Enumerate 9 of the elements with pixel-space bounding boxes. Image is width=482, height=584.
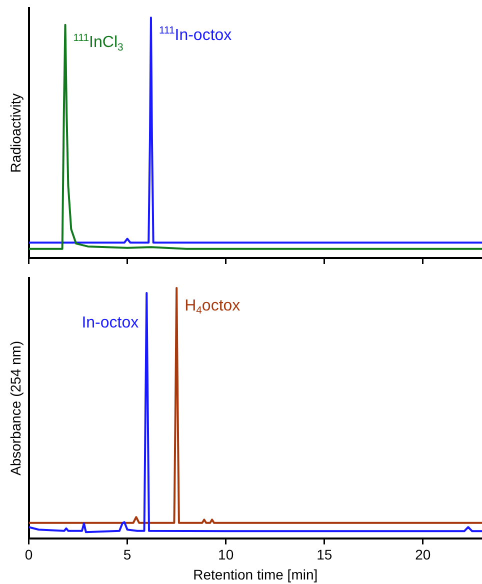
x-tick-label: 0 xyxy=(24,546,33,563)
annotation: In-octox xyxy=(82,314,139,332)
x-axis-title: Retention time [min] xyxy=(193,566,318,582)
x-tick-label: 20 xyxy=(415,546,431,563)
y-axis-title: Absorbance (254 nm) xyxy=(7,340,24,476)
x-tick-label: 10 xyxy=(218,546,234,563)
x-tick-label: 5 xyxy=(123,546,132,563)
y-axis-title: Radioactivity xyxy=(7,93,24,173)
x-tick-label: 15 xyxy=(316,546,332,563)
